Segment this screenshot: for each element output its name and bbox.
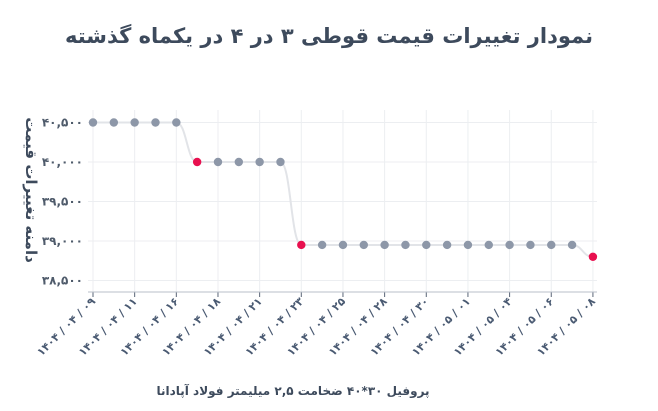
x-axis-label: پروفیل ۳۰*۴۰ ضخامت ۲,۵ میلیمتر فولاد آپا…: [156, 383, 429, 399]
data-point[interactable]: [317, 240, 327, 250]
data-point[interactable]: [172, 118, 181, 127]
data-point[interactable]: [505, 240, 514, 250]
data-point[interactable]: [151, 118, 160, 127]
data-point[interactable]: [442, 240, 452, 250]
data-point[interactable]: [130, 118, 139, 127]
y-tick-label: ۳۸,۵۰۰: [42, 274, 83, 288]
y-tick-labels: ۴۰,۵۰۰ ۴۰,۰۰۰ ۳۹,۵۰۰ ۳۹,۰۰۰ ۳۸,۵۰۰: [42, 116, 83, 288]
data-point[interactable]: [359, 240, 368, 250]
y-tick-label: ۳۹,۰۰۰: [42, 234, 83, 248]
data-point[interactable]: [88, 118, 98, 127]
chart-title: نمودار تغییرات قیمت قوطی ۳ در ۴ در یکماه…: [65, 24, 593, 48]
data-point[interactable]: [567, 240, 577, 250]
data-point[interactable]: [213, 157, 223, 167]
data-point[interactable]: [463, 240, 473, 250]
y-tick-label: ۴۰,۵۰۰: [42, 116, 83, 130]
data-point-highlight[interactable]: [192, 157, 202, 167]
data-point[interactable]: [109, 118, 119, 127]
data-point[interactable]: [484, 240, 493, 250]
data-point[interactable]: [401, 240, 410, 250]
data-point[interactable]: [547, 240, 556, 250]
data-point[interactable]: [526, 240, 535, 250]
points-layer: [88, 118, 598, 261]
data-point[interactable]: [234, 157, 244, 167]
y-tick-label: ۴۰,۰۰۰: [42, 155, 83, 169]
data-point-highlight[interactable]: [588, 252, 598, 261]
grid-layer: [88, 110, 597, 292]
y-tick-label: ۳۹,۵۰۰: [42, 195, 83, 209]
data-point[interactable]: [255, 157, 264, 167]
data-point[interactable]: [422, 240, 431, 250]
data-point[interactable]: [276, 157, 285, 167]
data-point[interactable]: [338, 240, 348, 250]
data-point[interactable]: [380, 240, 389, 250]
axis-layer: [88, 291, 597, 297]
data-point-highlight[interactable]: [297, 240, 306, 250]
y-axis-label: دامنه تغییرات قیمت: [22, 117, 40, 263]
